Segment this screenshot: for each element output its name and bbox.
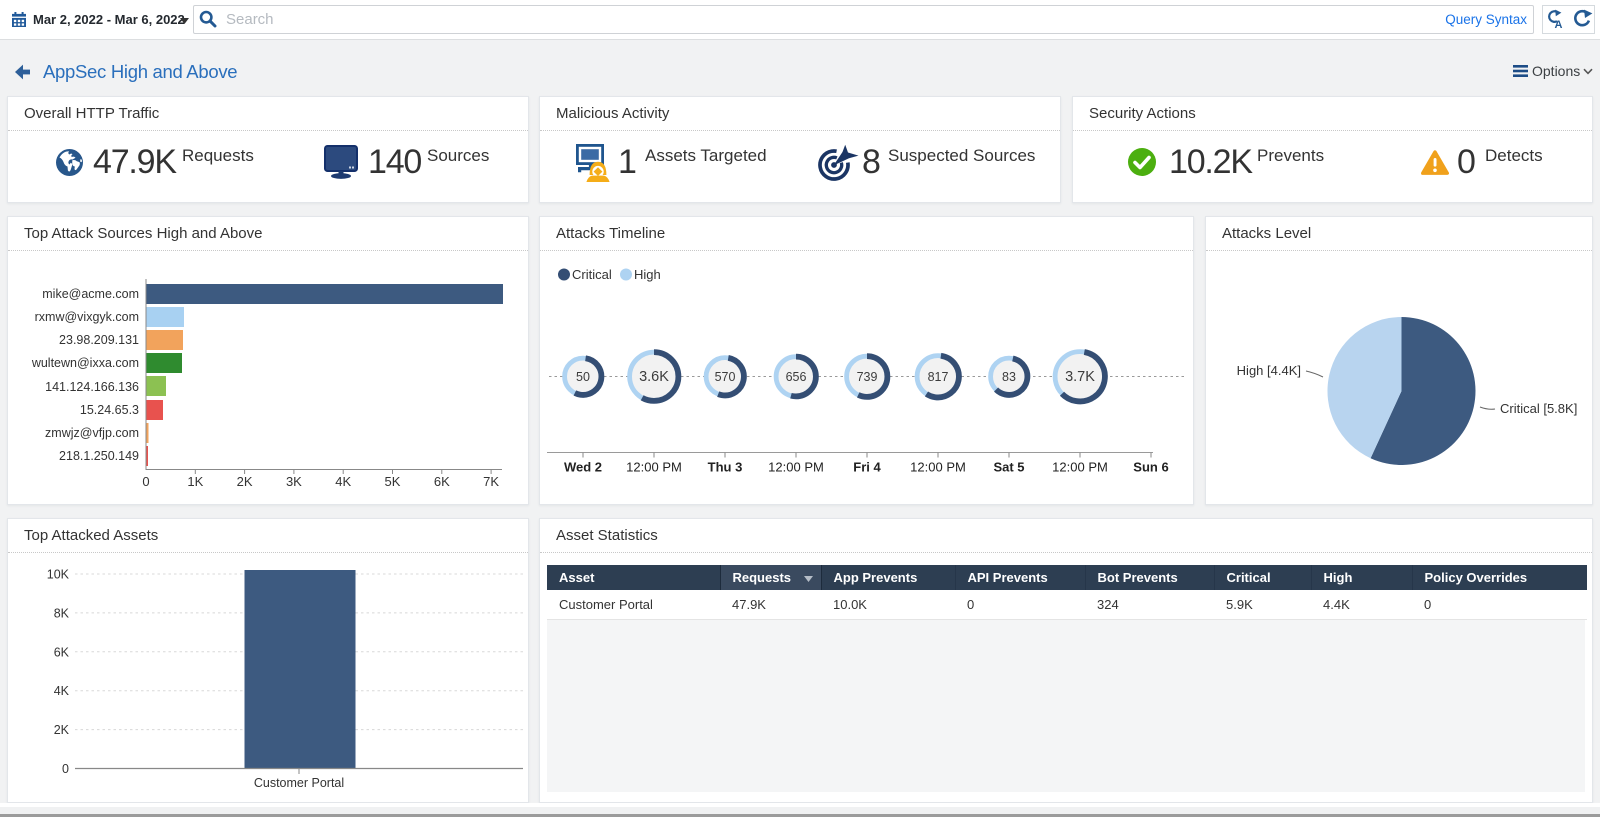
svg-text:mike@acme.com: mike@acme.com xyxy=(42,287,139,301)
svg-text:zmwjz@vfjp.com: zmwjz@vfjp.com xyxy=(45,426,139,440)
svg-text:10K: 10K xyxy=(47,568,70,582)
svg-text:50: 50 xyxy=(576,370,590,384)
svg-text:0: 0 xyxy=(62,762,69,776)
svg-text:6K: 6K xyxy=(54,645,70,659)
svg-text:rxmw@vixgyk.com: rxmw@vixgyk.com xyxy=(35,310,139,324)
svg-text:A: A xyxy=(1555,19,1563,30)
svg-text:83: 83 xyxy=(1002,370,1016,384)
svg-text:Fri 4: Fri 4 xyxy=(853,460,881,475)
svg-text:Critical [5.8K]: Critical [5.8K] xyxy=(1500,401,1577,416)
svg-text:4K: 4K xyxy=(335,474,351,489)
svg-text:Sun 6: Sun 6 xyxy=(1133,460,1168,475)
svg-text:12:00 PM: 12:00 PM xyxy=(1052,460,1108,475)
svg-text:12:00 PM: 12:00 PM xyxy=(626,460,682,475)
svg-text:High [4.4K]: High [4.4K] xyxy=(1237,363,1301,378)
svg-text:3K: 3K xyxy=(286,474,302,489)
svg-text:817: 817 xyxy=(928,370,949,384)
svg-text:15.24.65.3: 15.24.65.3 xyxy=(80,403,139,417)
svg-text:5K: 5K xyxy=(385,474,401,489)
svg-text:Wed 2: Wed 2 xyxy=(564,460,602,475)
svg-text:High: High xyxy=(634,267,661,282)
svg-text:12:00 PM: 12:00 PM xyxy=(910,460,966,475)
svg-text:3.6K: 3.6K xyxy=(639,369,669,385)
svg-text:wultewn@ixxa.com: wultewn@ixxa.com xyxy=(31,356,139,370)
svg-text:570: 570 xyxy=(715,370,736,384)
svg-text:656: 656 xyxy=(786,370,807,384)
svg-text:Customer Portal: Customer Portal xyxy=(254,776,344,790)
svg-text:4K: 4K xyxy=(54,684,70,698)
svg-text:2K: 2K xyxy=(237,474,253,489)
svg-text:Thu 3: Thu 3 xyxy=(708,460,743,475)
svg-text:12:00 PM: 12:00 PM xyxy=(768,460,824,475)
svg-text:8K: 8K xyxy=(54,606,70,620)
svg-text:0: 0 xyxy=(142,474,149,489)
svg-text:1K: 1K xyxy=(187,474,203,489)
svg-text:218.1.250.149: 218.1.250.149 xyxy=(59,449,139,463)
svg-text:7K: 7K xyxy=(483,474,499,489)
svg-text:Critical: Critical xyxy=(572,267,612,282)
svg-text:Sat 5: Sat 5 xyxy=(993,460,1024,475)
svg-text:3.7K: 3.7K xyxy=(1065,369,1095,385)
svg-text:2K: 2K xyxy=(54,723,70,737)
svg-text:23.98.209.131: 23.98.209.131 xyxy=(59,333,139,347)
svg-text:739: 739 xyxy=(857,370,878,384)
svg-text:141.124.166.136: 141.124.166.136 xyxy=(45,380,139,394)
svg-text:6K: 6K xyxy=(434,474,450,489)
